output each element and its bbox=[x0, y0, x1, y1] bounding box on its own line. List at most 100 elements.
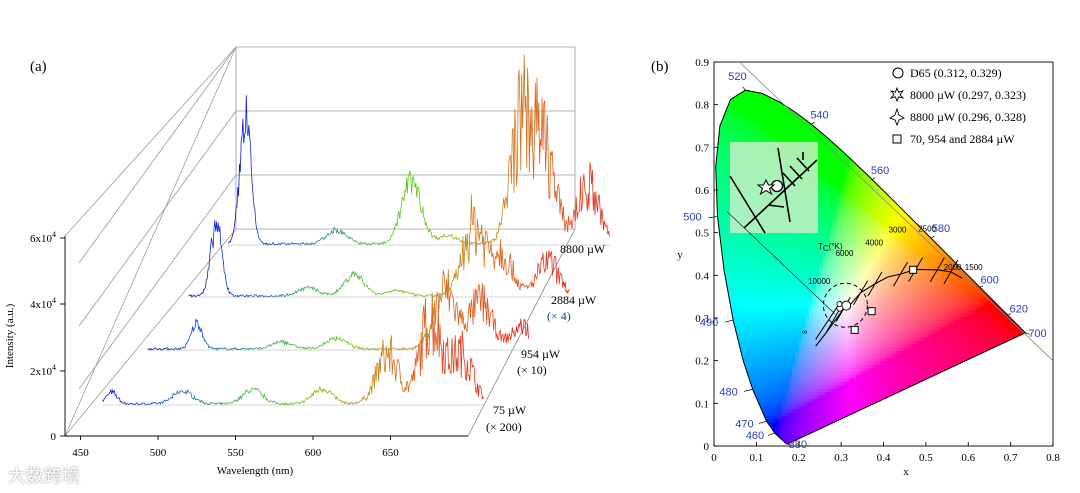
y-tick-label-b: 0.8 bbox=[695, 100, 709, 112]
wavelength-tick bbox=[811, 121, 815, 125]
series-label-954: 954 µW bbox=[521, 347, 561, 361]
cct-label: 6000 bbox=[836, 249, 854, 258]
gamut-boundary-line bbox=[739, 61, 1054, 361]
cct-label: 1500 bbox=[965, 263, 983, 272]
isotherm-line bbox=[943, 259, 959, 285]
y-tick-label: 0 bbox=[51, 431, 57, 443]
wavelength-tick bbox=[742, 86, 746, 91]
legend-item-squares: 70, 954 and 2884 µW bbox=[910, 132, 1015, 146]
x-tick-label-b: 0.7 bbox=[1004, 452, 1018, 464]
wavelength-tick bbox=[1025, 332, 1030, 335]
x-tick-label-b: 0.5 bbox=[919, 452, 933, 464]
wavelength-tick bbox=[787, 443, 792, 446]
y-axis-ticks: 0 2x104 4x104 6x104 bbox=[30, 230, 57, 443]
wavelength-label: 700 bbox=[1028, 328, 1046, 340]
x-axis-label-b: x bbox=[903, 466, 909, 478]
y-tick-label-b: 0.3 bbox=[695, 313, 709, 325]
front-axes bbox=[60, 236, 468, 437]
panel-b: (b) 0 0.1 0.2 0.3 0.4 0.5 0.6 0.7 0.800.10.20.30… bbox=[651, 57, 1060, 478]
cct-label: 2000 bbox=[944, 263, 962, 272]
series-label-75: 75 µW bbox=[493, 403, 527, 417]
legend-item-8000: 8000 µW (0.297, 0.323) bbox=[910, 88, 1026, 102]
data-points bbox=[836, 265, 918, 334]
wavelength-label: 560 bbox=[871, 165, 889, 177]
y-axis-label: Intensity (a.u.) bbox=[4, 303, 16, 368]
x-tick-label: 550 bbox=[227, 447, 244, 459]
x-axis-label: Wavelength (nm) bbox=[217, 465, 294, 477]
x-tick-label-b: 0.1 bbox=[750, 452, 764, 464]
inset-star-marker bbox=[756, 178, 776, 196]
watermark: 大数跨境 bbox=[8, 466, 80, 487]
wavelength-tick bbox=[979, 285, 984, 288]
series-scale-75: (× 200) bbox=[486, 420, 522, 434]
isotherm-line bbox=[853, 280, 869, 306]
y-tick-label-b: 0.4 bbox=[695, 270, 709, 282]
legend-square-marker bbox=[892, 134, 902, 144]
series-labels: 8800 µW 2884 µW (× 4) 954 µW (× 10) 75 µ… bbox=[486, 242, 606, 434]
inset-zoom bbox=[729, 142, 818, 234]
panel-a-label: (a) bbox=[30, 59, 47, 75]
wavelength-tick bbox=[758, 420, 767, 424]
legend: D65 (0.312, 0.329) 8000 µW (0.297, 0.323… bbox=[888, 66, 1026, 146]
point-square bbox=[850, 325, 859, 334]
x-tick-label-b: 0.6 bbox=[961, 452, 975, 464]
cct-label: 2500 bbox=[918, 224, 936, 233]
x-tick-label: 650 bbox=[382, 447, 399, 459]
x-tick-label-b: 0.8 bbox=[1046, 452, 1060, 464]
wavelength-tick bbox=[767, 432, 776, 436]
box-frame bbox=[64, 46, 576, 437]
axes-b: 0 0.1 0.2 0.3 0.4 0.5 0.6 0.7 0.8 0 0.1 0.2 0.3 0.4 0.… bbox=[695, 57, 1060, 464]
y-tick-label: 6x104 bbox=[30, 230, 56, 245]
isotherm-line bbox=[867, 271, 883, 297]
y-tick-label-b: 0.5 bbox=[695, 228, 709, 240]
legend-six-star-marker bbox=[889, 86, 905, 103]
panel-a: (a) 450 500 550 600 650 bbox=[4, 46, 610, 477]
spectrum-line bbox=[102, 293, 484, 406]
y-tick-label-b: 0.6 bbox=[695, 185, 709, 197]
wavelength-tick bbox=[930, 235, 935, 239]
planckian-locus: 10000 6000 4000 3000 2500 2000 1500 ∞ bbox=[726, 211, 983, 347]
wavelength-tick bbox=[1006, 313, 1012, 315]
cct-label: ∞ bbox=[802, 328, 808, 337]
x-tick-label: 500 bbox=[150, 447, 167, 459]
spectral-locus bbox=[715, 89, 1027, 445]
legend-item-8800: 8800 µW (0.296, 0.328) bbox=[910, 110, 1026, 124]
legend-four-star-marker bbox=[888, 107, 906, 127]
y-tick-label-b: 0 bbox=[704, 441, 710, 453]
x-tick-label-b: 0.2 bbox=[792, 452, 806, 464]
wavelength-label: 540 bbox=[810, 109, 828, 121]
wavelength-label: 470 bbox=[735, 418, 753, 430]
wavelength-label: 600 bbox=[981, 274, 999, 286]
y-tick-label-b: 0.7 bbox=[695, 142, 709, 154]
series-label-8800: 8800 µW bbox=[560, 242, 606, 256]
x-tick-label: 450 bbox=[72, 447, 89, 459]
spectrum-line bbox=[228, 54, 610, 246]
x-tick-label: 600 bbox=[305, 447, 322, 459]
point-square bbox=[867, 307, 876, 316]
y-tick-label-b: 0.9 bbox=[695, 57, 709, 69]
y-tick-label: 2x104 bbox=[30, 363, 56, 378]
y-axis-label-b: y bbox=[677, 249, 683, 261]
spectrum-line bbox=[147, 269, 529, 351]
wavelength-label: 580 bbox=[932, 223, 950, 235]
wavelength-tick bbox=[744, 388, 753, 392]
wavelength-label: 380 bbox=[789, 439, 807, 451]
wavelength-label: 500 bbox=[683, 212, 701, 224]
wavelength-tick bbox=[708, 216, 718, 219]
wavelength-tick bbox=[871, 177, 876, 181]
cct-label: 4000 bbox=[865, 239, 883, 248]
y-tick-label-b: 0.2 bbox=[695, 356, 709, 368]
wavelength-label: 620 bbox=[1010, 304, 1028, 316]
tc-label: TC(°K) bbox=[818, 242, 843, 253]
series-scale-954: (× 10) bbox=[517, 363, 547, 377]
y-tick-label: 4x104 bbox=[30, 296, 56, 311]
wavelength-label: 490 bbox=[700, 317, 718, 329]
spectra bbox=[102, 54, 610, 406]
x-tick-label-b: 0.3 bbox=[834, 452, 848, 464]
series-label-2884: 2884 µW bbox=[551, 293, 597, 307]
point-8800 bbox=[836, 301, 843, 307]
x-tick-label-b: 0 bbox=[711, 452, 717, 464]
x-tick-label-b: 0.4 bbox=[877, 452, 891, 464]
